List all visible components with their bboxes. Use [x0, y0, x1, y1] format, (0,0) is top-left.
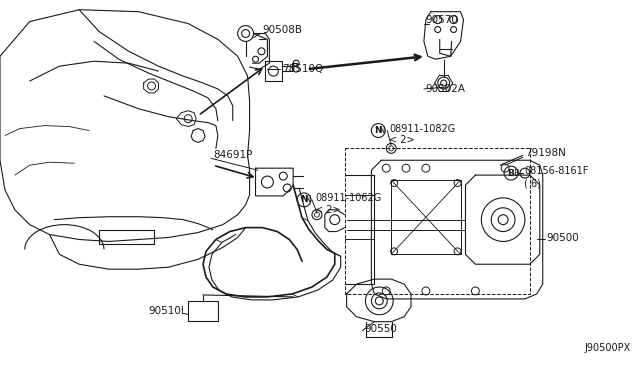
Text: ( 6): ( 6) [524, 178, 541, 188]
Text: 90508B: 90508B [262, 25, 303, 35]
Text: N: N [300, 195, 308, 204]
Text: B: B [508, 169, 515, 177]
Text: N: N [378, 126, 385, 135]
Text: 84691P: 84691P [213, 150, 252, 160]
Text: 90570: 90570 [426, 15, 459, 25]
Text: 79198N: 79198N [525, 148, 566, 158]
Text: 08911-1062G: 08911-1062G [315, 193, 381, 203]
Text: < 2>: < 2> [389, 135, 415, 145]
Bar [188, 301, 218, 321]
Text: J90500PX: J90500PX [584, 343, 630, 353]
Text: 90550: 90550 [364, 324, 397, 334]
Text: 90502A: 90502A [426, 84, 466, 94]
Text: N: N [304, 195, 310, 204]
Text: 08156-8161F: 08156-8161F [524, 166, 588, 176]
Text: N: N [374, 126, 382, 135]
Text: 90510L: 90510L [148, 306, 187, 316]
Text: < 2>: < 2> [315, 205, 340, 215]
Text: 08911-1082G: 08911-1082G [389, 124, 456, 134]
Text: 78510Q: 78510Q [282, 64, 323, 74]
Text: B: B [513, 169, 519, 177]
Text: 90500: 90500 [547, 232, 579, 243]
